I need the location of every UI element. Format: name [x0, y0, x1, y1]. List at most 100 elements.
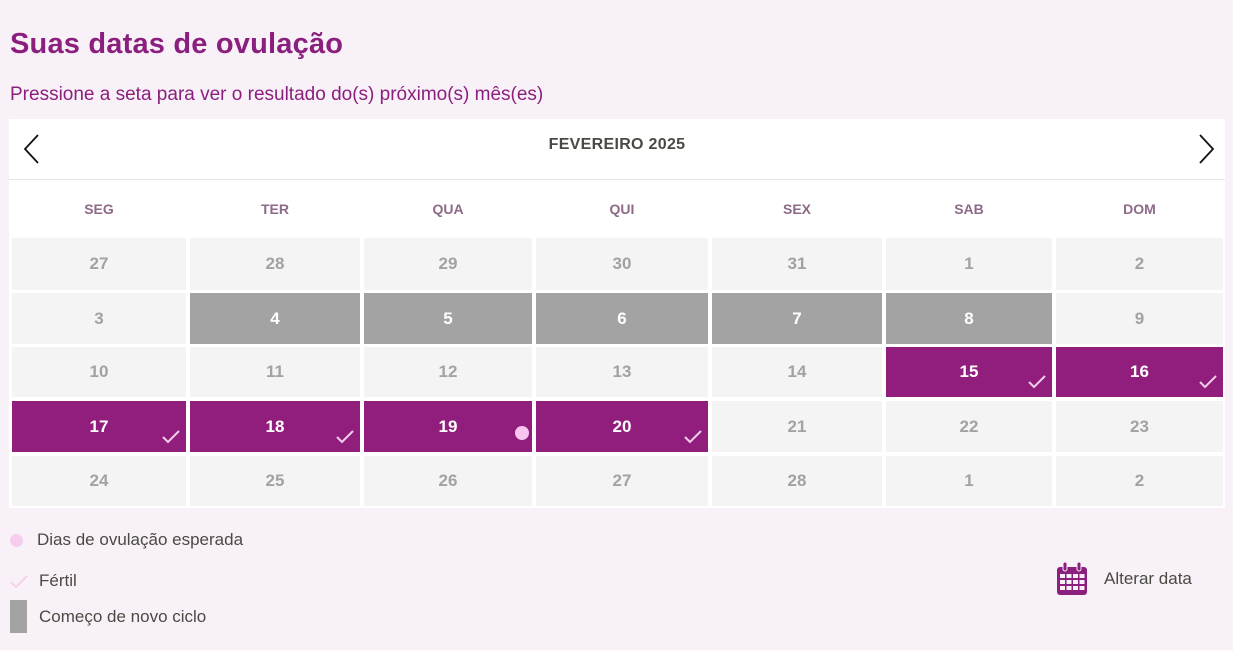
day-number: 1 [964, 471, 974, 490]
day-number: 22 [959, 416, 979, 436]
day-number: 5 [443, 308, 453, 328]
day-number: 19 [438, 416, 458, 436]
day-number: 16 [1130, 362, 1149, 381]
calendar-day-cell[interactable]: 6 [536, 293, 708, 344]
calendar-day-cell[interactable]: 8 [886, 293, 1052, 344]
check-icon [1199, 375, 1217, 389]
day-number: 21 [787, 416, 807, 436]
calendar-day-cell[interactable]: 16 [1056, 347, 1223, 397]
previous-month-button[interactable] [17, 133, 47, 165]
day-number: 2 [1134, 254, 1145, 273]
day-number: 13 [612, 362, 632, 381]
calendar-day-cell[interactable]: 15 [886, 347, 1052, 397]
day-number: 1 [964, 254, 974, 273]
change-date-label: Alterar data [1104, 569, 1192, 588]
calendar-day-cell[interactable]: 11 [190, 347, 360, 397]
weekday-label: SEG [84, 201, 114, 217]
legend-fertile-label: Fértil [39, 571, 77, 590]
cycle-start-swatch-icon [10, 600, 27, 633]
ovulation-calendar: FEVEREIRO 2025 SEG TER QUA QUI SEX SAB DOM 27 2… [9, 119, 1225, 508]
calendar-day-cell[interactable]: 1 [886, 238, 1052, 290]
calendar-day-cell[interactable]: 2 [1056, 238, 1223, 290]
day-number: 25 [265, 471, 285, 490]
check-icon [1028, 375, 1046, 389]
calendar-day-cell[interactable]: 4 [190, 293, 360, 344]
day-number: 18 [265, 416, 285, 436]
page-subtitle: Pressione a seta para ver o resultado do… [10, 84, 544, 105]
day-number: 2 [1134, 471, 1145, 490]
day-number: 29 [438, 254, 458, 273]
calendar-day-cell[interactable]: 5 [364, 293, 532, 344]
legend-ovulation: Dias de ovulação esperada [10, 530, 243, 550]
calendar-day-cell[interactable]: 14 [712, 347, 882, 397]
day-number: 27 [612, 471, 632, 490]
chevron-right-icon [1199, 134, 1215, 164]
calendar-day-cell[interactable]: 31 [712, 238, 882, 290]
calendar-day-cell[interactable]: 13 [536, 347, 708, 397]
day-number: 11 [266, 362, 284, 381]
check-icon [10, 575, 28, 588]
weekday-label: DOM [1123, 201, 1156, 217]
next-month-button[interactable] [1191, 133, 1221, 165]
day-number: 30 [612, 254, 632, 273]
weekday-label: QUA [432, 201, 464, 217]
day-number: 24 [89, 471, 109, 490]
day-number: 12 [438, 362, 458, 381]
weekday-label: TER [261, 201, 289, 217]
day-number: 7 [792, 308, 802, 328]
day-number: 8 [964, 308, 974, 328]
calendar-day-cell[interactable]: 19 [364, 401, 532, 452]
calendar-day-cell[interactable]: 28 [190, 238, 360, 290]
calendar-day-cell[interactable]: 22 [886, 401, 1052, 452]
day-number: 20 [612, 416, 632, 436]
page-title: Suas datas de ovulação [10, 28, 344, 60]
day-number: 4 [270, 308, 280, 328]
calendar-day-cell[interactable]: 7 [712, 293, 882, 344]
legend-cycle-start: Começo de novo ciclo [10, 600, 206, 633]
change-date-button[interactable]: Alterar data [1056, 562, 1192, 596]
day-number: 3 [94, 308, 104, 328]
day-number: 28 [787, 471, 807, 490]
legend-ovulation-label: Dias de ovulação esperada [37, 530, 244, 549]
calendar-day-cell[interactable]: 26 [364, 456, 532, 506]
calendar-day-cell[interactable]: 28 [712, 456, 882, 506]
day-number: 23 [1130, 416, 1149, 436]
check-icon [162, 430, 180, 444]
calendar-day-cell[interactable]: 20 [536, 401, 708, 452]
day-number: 9 [1134, 308, 1145, 328]
calendar-day-cell[interactable]: 29 [364, 238, 532, 290]
legend-fertile: Fértil [10, 571, 77, 591]
ovulation-dot-icon [515, 426, 529, 440]
day-number: 6 [617, 308, 627, 328]
check-icon [336, 430, 354, 444]
calendar-day-cell[interactable]: 17 [12, 401, 186, 452]
calendar-day-cell[interactable]: 21 [712, 401, 882, 452]
day-number: 31 [787, 254, 807, 273]
month-label: FEVEREIRO 2025 [548, 136, 686, 153]
calendar-icon [1057, 562, 1087, 595]
day-number: 10 [89, 362, 109, 381]
day-number: 28 [265, 254, 285, 273]
calendar-day-cell[interactable]: 30 [536, 238, 708, 290]
calendar-day-cell[interactable]: 23 [1056, 401, 1223, 452]
calendar-header: FEVEREIRO 2025 [9, 119, 1225, 180]
calendar-day-cell[interactable]: 2 [1056, 456, 1223, 506]
weekday-label: SAB [954, 201, 984, 217]
day-number: 15 [959, 362, 979, 381]
calendar-day-cell[interactable]: 9 [1056, 293, 1223, 344]
weekday-label: QUI [609, 201, 635, 217]
calendar-day-cell[interactable]: 10 [12, 347, 186, 397]
check-icon [684, 430, 702, 444]
calendar-day-cell[interactable]: 18 [190, 401, 360, 452]
weekday-label: SEX [782, 201, 811, 217]
day-number: 17 [89, 416, 109, 436]
calendar-day-cell[interactable]: 25 [190, 456, 360, 506]
calendar-day-cell[interactable]: 12 [364, 347, 532, 397]
calendar-day-cell[interactable]: 27 [12, 238, 186, 290]
calendar-day-cell[interactable]: 3 [12, 293, 186, 344]
calendar-day-cell[interactable]: 24 [12, 456, 186, 506]
day-number: 26 [438, 471, 458, 490]
day-number: 27 [89, 254, 109, 273]
calendar-day-cell[interactable]: 27 [536, 456, 708, 506]
calendar-day-cell[interactable]: 1 [886, 456, 1052, 506]
